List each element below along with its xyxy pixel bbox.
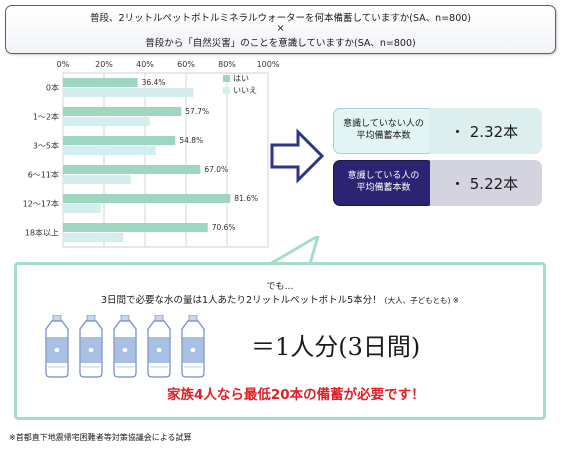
question-header: 普段、2リットルペットボトルミネラルウォーターを何本備蓄していますか(SA、n=…: [5, 5, 556, 54]
per-person-equation: ＝1人分(3日間): [251, 333, 421, 361]
data-label: 36.4%: [142, 78, 166, 87]
water-bottle-icon: [181, 315, 205, 378]
daily-requirement-text: 3日間で必要な水の量は1人あたり2リットルペットボトル5本分！ (大人、子どもと…: [17, 292, 543, 306]
stockpile-awareness-chart: 0% 20% 40% 60% 80% 100% 0本 36.4% 1～2本 57.7% 3～5本 54…: [23, 60, 280, 248]
aware-label: 意識している人の 平均備蓄本数: [347, 171, 420, 193]
x-tick-label: 80%: [218, 60, 236, 69]
plot-area: [62, 72, 269, 248]
x-tick-label: 0%: [57, 60, 70, 69]
bar-no: [63, 175, 131, 184]
not-aware-label-box: 意識していない人の 平均備蓄本数: [333, 108, 434, 154]
category-label: 1～2本: [33, 112, 59, 122]
not-aware-value: ・ 2.32本: [450, 123, 519, 141]
question-stockpile: 普段、2リットルペットボトルミネラルウォーターを何本備蓄していますか(SA、n=…: [90, 13, 471, 24]
arrow-right-icon: [270, 128, 325, 184]
category-label: 3～5本: [33, 141, 59, 151]
bar-no: [63, 117, 150, 126]
category-label: 0本: [46, 83, 59, 93]
family-requirement: 家族4人なら最低20本の備蓄が必要です！: [167, 387, 425, 403]
bar-no: [63, 88, 194, 97]
water-bottle-icon: [79, 315, 103, 378]
aware-value-box: ・ 5.22本: [430, 160, 542, 206]
bar-yes: [63, 78, 138, 87]
legend-label: はい: [233, 74, 249, 83]
water-bottle-icon: [147, 315, 171, 378]
water-requirement-panel: でも… 3日間で必要な水の量は1人あたり2リットルペットボトル5本分！ (大人、…: [14, 262, 546, 420]
x-tick-label: 40%: [136, 60, 154, 69]
category-label: 6～11本: [28, 170, 59, 180]
legend-swatch: [223, 87, 230, 94]
data-label: 67.0%: [204, 165, 228, 174]
bar-yes: [63, 107, 182, 116]
x-tick-label: 20%: [95, 60, 113, 69]
category-label: 12～17本: [23, 199, 59, 209]
data-label: 54.8%: [179, 136, 203, 145]
bar-yes: [63, 194, 231, 203]
not-aware-value-box: ・ 2.32本: [430, 108, 542, 154]
bar-yes: [63, 165, 201, 174]
cross-symbol: ×: [276, 23, 285, 34]
water-bottle-icon: [45, 315, 69, 378]
aware-label-box: 意識している人の 平均備蓄本数: [333, 160, 434, 206]
requirement-main: 3日間で必要な水の量は1人あたり2リットルペットボトル5本分！: [100, 295, 382, 306]
data-label: 70.6%: [212, 223, 236, 232]
x-tick-label: 60%: [177, 60, 195, 69]
bar-no: [63, 204, 101, 213]
question-awareness: 普段から「自然災害」のことを意識していますか(SA、n=800): [145, 38, 416, 49]
category-label: 18本以上: [25, 228, 59, 238]
bottles-group: [45, 315, 205, 378]
legend-swatch: [223, 75, 230, 82]
bar-no: [63, 233, 124, 242]
aware-value: ・ 5.22本: [450, 175, 519, 193]
requirement-note: (大人、子どもとも) ※: [384, 296, 460, 305]
legend-label: いいえ: [233, 86, 257, 95]
data-label: 81.6%: [234, 194, 258, 203]
not-aware-label: 意識していない人の 平均備蓄本数: [343, 119, 424, 141]
data-label: 57.7%: [185, 107, 209, 116]
x-tick-label: 100%: [257, 60, 280, 69]
transition-text: でも…: [266, 282, 294, 292]
water-bottle-icon: [113, 315, 137, 378]
bar-yes: [63, 223, 208, 232]
bar-yes: [63, 136, 176, 145]
source-footnote: ※首都直下地震帰宅困難者等対策協議会による試算: [9, 433, 192, 442]
bar-no: [63, 146, 156, 155]
